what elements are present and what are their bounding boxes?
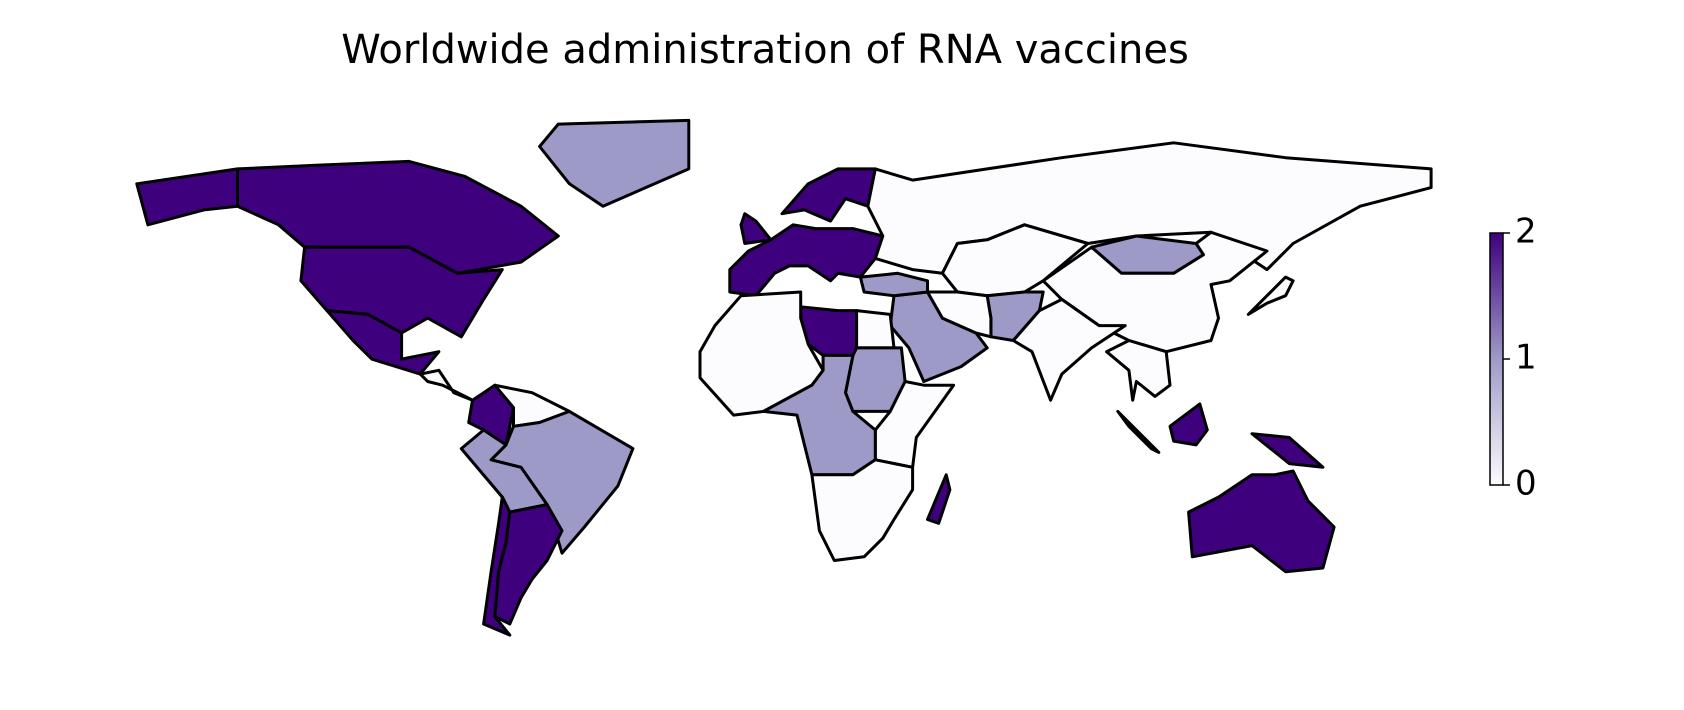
- colorbar: 0 1 2: [1489, 212, 1537, 504]
- region: [135, 167, 239, 227]
- region: [926, 473, 952, 525]
- colorbar-tick-label: 0: [1515, 464, 1537, 504]
- region: [855, 309, 896, 350]
- map: [135, 118, 1433, 637]
- chart-title: Worldwide administration of RNA vaccines: [341, 27, 1189, 73]
- region: [810, 458, 915, 562]
- region: [1250, 432, 1325, 469]
- region: [1105, 339, 1172, 402]
- region: [739, 212, 773, 245]
- region: [698, 290, 825, 417]
- region: [1168, 402, 1209, 447]
- region: [1011, 297, 1127, 402]
- region: [1116, 409, 1161, 454]
- region: [538, 118, 691, 208]
- colorbar-fill: [1489, 232, 1504, 486]
- colorbar-tick-label: 1: [1515, 338, 1537, 378]
- colorbar-tick-label: 2: [1515, 212, 1537, 252]
- region: [299, 245, 504, 339]
- region: [418, 368, 474, 402]
- region: [1246, 275, 1295, 316]
- region: [1187, 469, 1336, 574]
- region: [1041, 230, 1269, 354]
- region: [926, 290, 993, 339]
- region: [482, 495, 512, 637]
- region: [780, 167, 877, 223]
- region: [858, 271, 929, 298]
- region: [325, 309, 441, 376]
